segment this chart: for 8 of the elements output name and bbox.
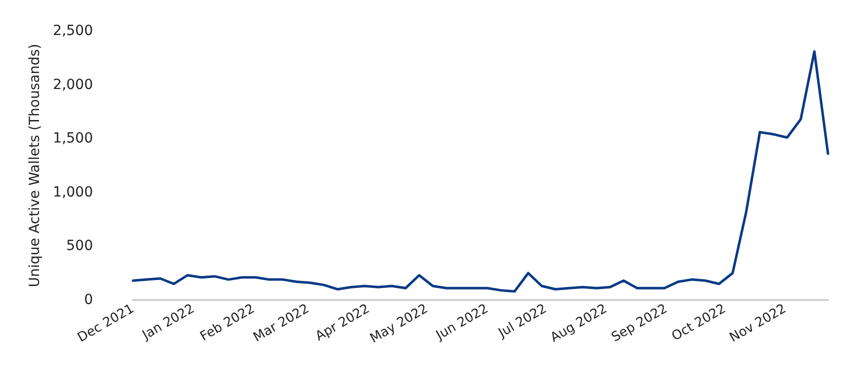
- y-axis-title: Unique Active Wallets (Thousands): [27, 44, 44, 288]
- y-tick-label: 0: [84, 292, 93, 308]
- line-series: [132, 50, 830, 293]
- y-tick-label: 1,500: [52, 130, 93, 147]
- y-tick-label: 2,000: [52, 76, 93, 93]
- y-tick-label: 1,000: [52, 184, 93, 200]
- y-tick-label: 2,500: [52, 23, 93, 39]
- y-tick-label: 500: [66, 238, 93, 254]
